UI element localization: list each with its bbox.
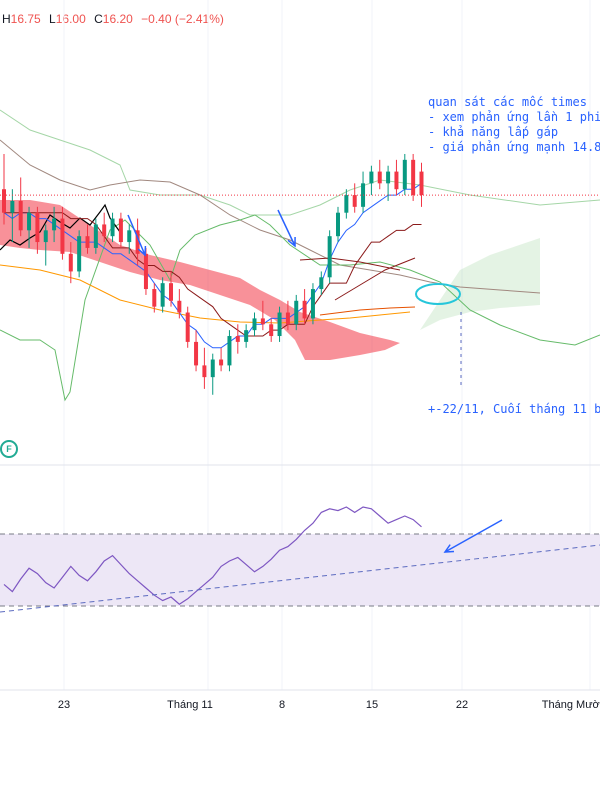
candle-body [93,224,98,248]
x-tick-label: 22 [456,699,468,711]
highlight-ellipse [415,283,461,305]
ohlc-readout: H16.75 L16.00 C16.20 −0.40 (−2.41%) [2,12,229,26]
senkou-span-a [0,139,541,294]
candle-body [10,200,15,213]
candle-body [419,171,424,196]
low-label: L [49,12,56,26]
high-label: H [2,12,11,26]
span-extension [319,306,416,316]
kijun-line [4,212,422,337]
candle-body [35,212,40,243]
candle-body [127,230,132,243]
rsi-trendline [0,544,600,613]
analysis-note: quan sát các mốc times - xem phản ứng lầ… [428,95,600,155]
price-line-black [0,203,121,251]
candle-body [102,224,107,237]
annotation-arrow-head [287,236,296,248]
candle-body [260,318,265,325]
candle-body [177,300,182,313]
candle-body [235,336,240,342]
candle-body [294,300,299,325]
candle-body [110,218,115,237]
candle-body [43,230,48,243]
rsi-annotation-arrow [444,519,503,553]
candle-body [402,159,407,190]
candle-body [27,212,32,231]
candle-body [160,283,165,307]
x-tick-label: Tháng Mười [542,699,600,711]
low-value: 16.00 [55,12,86,26]
annotation-arrow [127,214,146,256]
tenkan-line [3,182,422,349]
rsi-line [3,506,422,605]
candle-body [169,283,173,301]
candle-body [52,218,57,231]
chikou-span [0,214,600,402]
note-line: - xem phản ứng lần 1 phiê [428,110,600,124]
candle-body [2,189,6,213]
x-tick-label: 23 [58,699,70,711]
rsi-band [0,534,600,606]
candle-body [85,236,90,248]
note-line: - khả năng lấp gáp [428,125,559,139]
candle-body [194,341,199,366]
candle-body [386,171,391,184]
candle-body [210,359,215,378]
candle-body [269,324,274,337]
change-value: −0.40 (−2.41%) [141,12,224,26]
span-a-extension [334,257,416,301]
candle-body [252,318,257,331]
candle-body [369,171,374,184]
candle-body [319,277,324,290]
candle-body [244,330,249,342]
candle-body [377,171,382,184]
candle-body [77,236,82,272]
close-value: 16.20 [102,12,133,26]
candle-body [68,253,73,272]
date-note: +-22/11, Cuối tháng 11 bi [428,402,600,416]
candle-body [60,218,65,254]
candle-body [143,253,148,290]
candle-body [336,212,340,237]
candle-body [118,218,123,243]
candle-body [219,359,224,366]
future-cloud [420,238,540,330]
candle-body [185,312,190,342]
candle-body [302,300,307,319]
note-line: quan sát các mốc times [428,95,587,109]
annotation-arrow-head [137,245,147,257]
base-line [0,264,411,324]
candle-body [327,236,332,278]
candle-body [152,289,157,307]
candle-body [352,195,357,207]
x-tick-label: 8 [279,699,285,711]
x-tick-label: Tháng 11 [167,699,213,711]
candle-body [135,230,140,254]
x-tick-label: 15 [366,699,378,711]
close-label: C [94,12,103,26]
candle-body [227,336,232,366]
ichimoku-cloud [0,200,400,360]
candle-body [277,312,282,337]
candle-body [310,289,315,319]
note-line: - giá phản ứng mạnh 14.8 [428,140,600,154]
kijun-extension [299,257,401,271]
candle-body [411,159,416,196]
senkou-span-b [0,109,600,216]
rsi-annotation-arrow-head [443,544,455,553]
candle-body [285,312,290,325]
candle-body [394,171,399,190]
high-value: 16.75 [10,12,41,26]
flag-marker[interactable]: F [0,440,18,458]
candle-body [344,195,349,213]
annotation-arrow [277,209,296,247]
candle-body [18,200,23,231]
candle-body [202,365,207,378]
